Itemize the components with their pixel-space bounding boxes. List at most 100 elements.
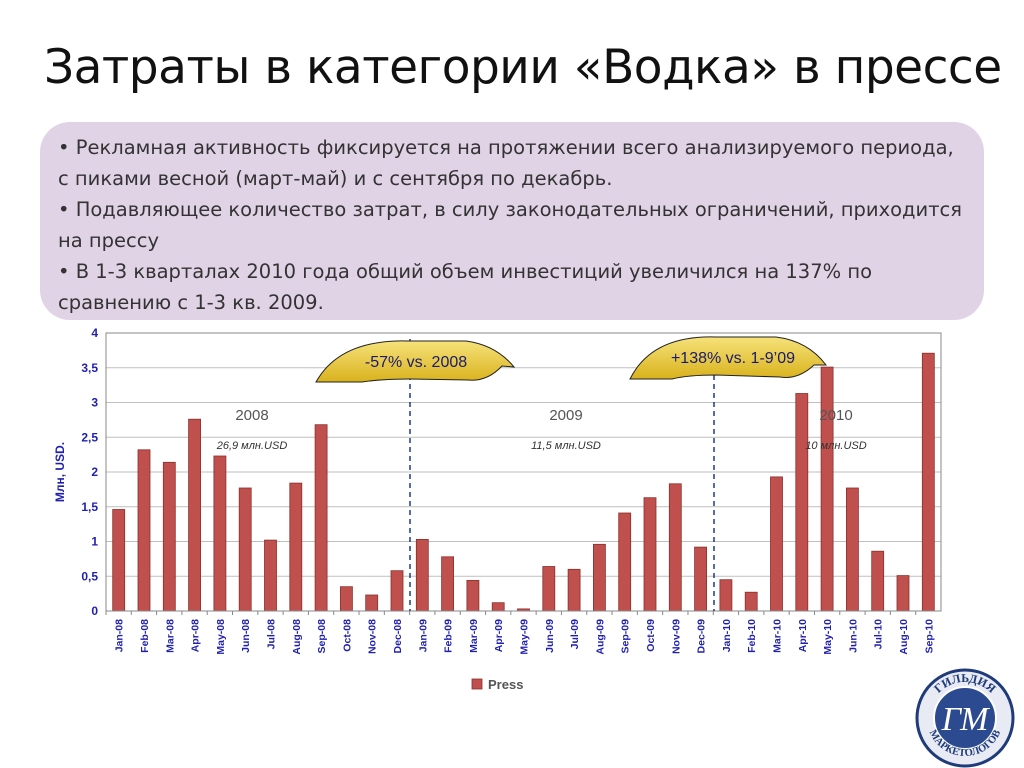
y-tick-label: 2,5 — [81, 430, 98, 444]
x-tick-label: Apr-09 — [493, 619, 505, 652]
x-tick-label: Sep-10 — [923, 619, 935, 654]
x-tick-label: Aug-08 — [291, 619, 303, 655]
x-tick-label: Nov-09 — [670, 619, 682, 654]
x-tick-label: May-08 — [215, 619, 227, 655]
bar-feb-09 — [441, 556, 455, 612]
summary-box: • Рекламная активность фиксируется на пр… — [40, 122, 984, 320]
bar-oct-09 — [643, 497, 657, 612]
bar-oct-08 — [339, 586, 353, 612]
bullet-3: • В 1-3 кварталах 2010 года общий объем … — [58, 260, 873, 314]
legend-label: Press — [488, 677, 523, 692]
x-tick-label: Dec-08 — [392, 619, 404, 654]
bar-jun-10 — [846, 487, 859, 612]
bar-nov-08 — [365, 594, 379, 612]
bar-apr-08 — [188, 418, 202, 612]
bar-apr-09 — [491, 602, 505, 612]
bar-sep-08 — [314, 424, 328, 612]
y-tick-label: 1,5 — [81, 500, 98, 514]
bar-mar-10 — [770, 476, 783, 612]
period-total-2009: 11,5 млн.USD — [531, 440, 601, 452]
bar-dec-09 — [694, 546, 707, 612]
x-tick-label: Dec-09 — [696, 619, 708, 654]
bar-apr-10 — [795, 393, 809, 612]
bar-sep-09 — [618, 512, 632, 612]
x-tick-label: Apr-08 — [190, 619, 202, 652]
bar-jul-09 — [567, 568, 581, 612]
x-tick-label: Sep-09 — [620, 619, 632, 654]
y-tick-label: 3,5 — [81, 361, 98, 375]
x-tick-label: Apr-10 — [797, 619, 809, 652]
x-tick-label: Mar-09 — [468, 619, 480, 653]
bar-feb-10 — [744, 591, 758, 612]
bar-jul-10 — [871, 550, 885, 612]
period-year-2009: 2009 — [549, 407, 582, 424]
bullet-2: • Подавляющее количество затрат, в силу … — [58, 198, 963, 252]
x-tick-label: Nov-08 — [367, 619, 379, 654]
x-tick-label: Jul-09 — [569, 619, 581, 650]
x-axis-ticks: Jan-08 Feb-08 Mar-08 Apr-08 May-08 Jun-08 Jul-… — [105, 611, 935, 655]
x-tick-label: Jul-08 — [265, 619, 277, 650]
press-spend-chart: 0 0,5 1 1,5 2 2,5 3 3,5 4 Jan-08 Feb-08 Mar-08 Apr-… — [53, 326, 942, 692]
x-tick-label: Feb-09 — [443, 619, 455, 653]
x-tick-label: May-10 — [822, 619, 834, 655]
x-tick-label: Mar-08 — [164, 619, 176, 653]
x-tick-label: Aug-09 — [594, 619, 606, 655]
x-tick-label: Jun-08 — [240, 619, 252, 653]
period-total-2010: 10 млн.USD — [805, 440, 866, 452]
bar-mar-09 — [466, 579, 480, 612]
y-axis-label: Млн, USD. — [53, 442, 67, 502]
bar-nov-09 — [668, 483, 682, 612]
x-tick-label: Jun-10 — [847, 619, 859, 653]
x-tick-label: Jan-08 — [114, 619, 126, 652]
period-total-2008: 26,9 млн.USD — [216, 440, 288, 452]
y-tick-label: 0,5 — [81, 569, 98, 583]
bar-sep-10 — [921, 352, 935, 612]
y-tick-label: 2 — [91, 465, 98, 479]
x-tick-label: Jan-09 — [417, 619, 429, 652]
bar-feb-08 — [137, 449, 151, 612]
x-tick-label: Jan-10 — [721, 619, 733, 652]
x-tick-label: Oct-09 — [645, 619, 657, 652]
bar-may-08 — [213, 455, 227, 612]
x-tick-label: Mar-10 — [772, 619, 784, 653]
bar-aug-09 — [593, 543, 606, 612]
bars — [112, 352, 935, 612]
x-tick-label: Jul-10 — [873, 619, 885, 650]
bar-may-10 — [820, 366, 834, 612]
svg-text:ГМ: ГМ — [941, 701, 990, 738]
y-tick-label: 1 — [91, 535, 98, 549]
bar-jul-08 — [264, 539, 277, 612]
x-tick-label: Oct-08 — [341, 619, 353, 652]
grid-lines — [106, 367, 941, 577]
guild-logo-icon: ГИЛЬДИЯ МАРКЕТОЛОГОВ ГМ — [915, 668, 1015, 768]
bar-jun-08 — [238, 487, 252, 612]
bar-aug-08 — [289, 482, 303, 612]
x-tick-label: Feb-08 — [139, 619, 151, 653]
y-tick-label: 3 — [91, 396, 98, 410]
bar-dec-08 — [390, 570, 404, 612]
bar-jan-10 — [719, 579, 733, 612]
bar-jan-09 — [415, 538, 429, 612]
y-tick-label: 4 — [91, 326, 98, 340]
bar-jun-09 — [542, 566, 556, 612]
annotation-2010-vs-2009: +138% vs. 1-9’09 — [671, 350, 795, 367]
x-tick-label: Aug-10 — [898, 619, 910, 655]
x-tick-label: Feb-10 — [746, 619, 758, 653]
x-tick-label: May-09 — [519, 619, 531, 655]
legend-swatch — [471, 678, 483, 690]
slide-title: Затраты в категории «Водка» в прессе — [44, 40, 1002, 95]
bar-aug-10 — [896, 575, 910, 612]
x-tick-label: Jun-09 — [544, 619, 556, 653]
curved-arrow-2010-icon — [629, 336, 828, 380]
period-year-2010: 2010 — [819, 407, 852, 424]
bar-mar-08 — [162, 461, 176, 612]
curved-arrow-2009-icon — [315, 340, 516, 383]
y-tick-label: 0 — [91, 604, 98, 618]
plot-area-frame — [105, 332, 942, 612]
annotation-2009-vs-2008: -57% vs. 2008 — [365, 354, 467, 371]
y-axis-ticks: 0 0,5 1 1,5 2 2,5 3 3,5 4 — [81, 326, 98, 618]
bar-jan-08 — [112, 509, 126, 612]
bullet-1: • Рекламная активность фиксируется на пр… — [58, 136, 954, 190]
period-year-2008: 2008 — [235, 407, 268, 424]
x-tick-label: Sep-08 — [316, 619, 328, 654]
